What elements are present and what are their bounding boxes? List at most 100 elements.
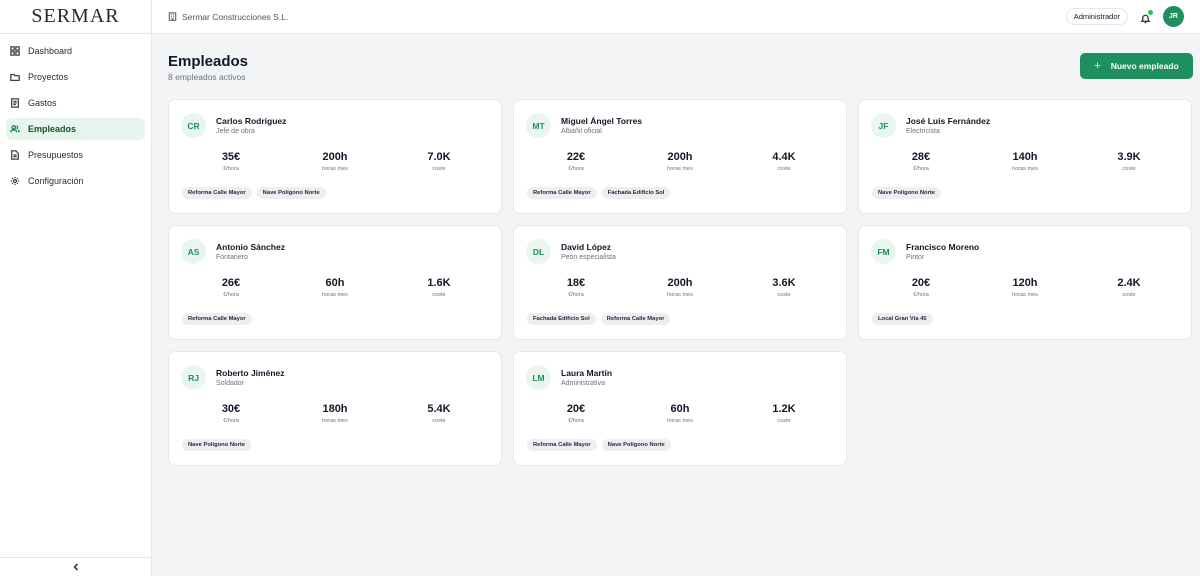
stat-value: 7.0K: [427, 151, 451, 163]
stat-value: 4.4K: [772, 151, 796, 163]
sidebar-item-configuracion[interactable]: Configuración: [6, 170, 145, 192]
stat-value: 1.2K: [772, 403, 796, 415]
employee-avatar: MT: [526, 113, 551, 138]
employee-avatar: CR: [181, 113, 206, 138]
project-tags: Local Gran Vía 45: [872, 313, 938, 325]
stat-label: coste: [1122, 166, 1136, 172]
stat-value: 200h: [667, 277, 693, 289]
sidebar-item-presupuestos[interactable]: Presupuestos: [6, 144, 145, 166]
stat-value: 35€: [221, 151, 241, 163]
employee-avatar: LM: [526, 365, 551, 390]
stat-label: €/hora: [568, 292, 584, 298]
stat-value: 30€: [221, 403, 241, 415]
stat-value: 60h: [670, 403, 690, 415]
employee-stats: 26€ €/hora 60h horas mes 1.6K coste: [179, 277, 491, 298]
employee-role: Electricista: [906, 128, 940, 135]
sidebar-item-label: Dashboard: [28, 46, 73, 56]
sidebar-item-empleados[interactable]: Empleados: [6, 118, 145, 140]
stat-label: horas mes: [667, 418, 693, 424]
stat-value: 5.4K: [427, 403, 451, 415]
project-tag[interactable]: Reforma Calle Mayor: [600, 313, 671, 325]
stat-value: 200h: [322, 151, 348, 163]
stat-label: horas mes: [322, 166, 348, 172]
sidebar-item-gastos[interactable]: Gastos: [6, 92, 145, 114]
stat-value: 140h: [1012, 151, 1038, 163]
stat-hours: 60h horas mes: [283, 277, 387, 298]
folder-icon: [10, 73, 20, 81]
stat-hours: 200h horas mes: [628, 151, 732, 172]
employee-card[interactable]: LM Laura Martín Administrativa 20€ €/hora…: [513, 351, 847, 466]
project-tags: Nave Polígono Norte: [872, 187, 946, 199]
employee-card[interactable]: AS Antonio Sánchez Fontanero 26€ €/hora 6…: [168, 225, 502, 340]
new-employee-button[interactable]: + Nuevo empleado: [1080, 53, 1193, 79]
project-tag[interactable]: Reforma Calle Mayor: [182, 313, 252, 325]
project-tag[interactable]: Nave Polígono Norte: [872, 187, 942, 199]
dashboard-icon: [10, 46, 20, 56]
company-label: Sermar Construcciones S.L.: [182, 11, 289, 22]
stat-value: 20€: [566, 403, 586, 415]
employee-avatar: AS: [181, 239, 206, 264]
sidebar-item-label: Empleados: [28, 124, 77, 134]
employee-card[interactable]: MT Miguel Ángel Torres Albañil oficial 2…: [513, 99, 847, 214]
stat-value: 20€: [911, 277, 931, 289]
employee-stats: 22€ €/hora 200h horas mes 4.4K coste: [524, 151, 836, 172]
stat-cost: 1.6K coste: [387, 277, 491, 298]
project-tag[interactable]: Fachada Edificio Sol: [601, 187, 671, 199]
employee-card[interactable]: RJ Roberto Jiménez Soldador 30€ €/hora 18…: [168, 351, 502, 466]
stat-value: 3.9K: [1117, 151, 1141, 163]
stat-label: horas mes: [1012, 166, 1038, 172]
employee-stats: 28€ €/hora 140h horas mes 3.9K coste: [869, 151, 1181, 172]
employee-avatar: RJ: [181, 365, 206, 390]
receipt-icon: [11, 98, 19, 108]
employee-name: José Luis Fernández: [906, 116, 991, 126]
stat-rate: 22€ €/hora: [524, 151, 628, 172]
stat-hours: 140h horas mes: [973, 151, 1077, 172]
project-tag[interactable]: Reforma Calle Mayor: [182, 187, 252, 199]
sidebar-collapse-button[interactable]: [0, 557, 151, 576]
stat-value: 200h: [667, 151, 693, 163]
project-tag[interactable]: Nave Polígono Norte: [182, 439, 252, 451]
sidebar: SERMAR Dashboard Proyectos Gastos Emplea…: [0, 0, 152, 576]
employee-role: Soldador: [216, 380, 245, 387]
chevron-left-icon: [72, 563, 78, 571]
project-tag[interactable]: Reforma Calle Mayor: [527, 439, 597, 451]
stat-label: horas mes: [1012, 292, 1038, 298]
sidebar-nav: Dashboard Proyectos Gastos Empleados Pre…: [0, 34, 151, 202]
stat-label: €/hora: [568, 166, 584, 172]
employee-card[interactable]: CR Carlos Rodríguez Jefe de obra 35€ €/ho…: [168, 99, 502, 214]
stat-value: 1.6K: [427, 277, 451, 289]
app-logo[interactable]: SERMAR: [0, 0, 151, 34]
project-tag[interactable]: Local Gran Vía 45: [872, 313, 933, 325]
employee-role: Fontanero: [216, 254, 248, 261]
sidebar-item-label: Presupuestos: [28, 150, 84, 160]
user-avatar[interactable]: JR: [1163, 6, 1184, 27]
sidebar-item-dashboard[interactable]: Dashboard: [6, 40, 145, 62]
employee-card[interactable]: DL David López Peón especialista 18€ €/ho…: [513, 225, 847, 340]
stat-label: €/hora: [913, 292, 929, 298]
stat-hours: 200h horas mes: [283, 151, 387, 172]
stat-cost: 3.6K coste: [732, 277, 836, 298]
stat-label: €/hora: [568, 418, 584, 424]
sidebar-item-proyectos[interactable]: Proyectos: [6, 66, 145, 88]
stat-label: coste: [432, 418, 446, 424]
project-tag[interactable]: Reforma Calle Mayor: [527, 187, 597, 199]
employee-card[interactable]: JF José Luis Fernández Electricista 28€ €…: [858, 99, 1192, 214]
project-tag[interactable]: Nave Polígono Norte: [601, 439, 671, 451]
project-tags: Reforma Calle Mayor Fachada Edificio Sol: [527, 187, 675, 199]
notifications-button[interactable]: [1140, 9, 1153, 23]
document-icon: [11, 150, 19, 160]
page-subtitle: 8 empleados activos: [168, 72, 246, 82]
employee-card[interactable]: FM Francisco Moreno Pintor 20€ €/hora 120…: [858, 225, 1192, 340]
employee-name: Laura Martín: [561, 368, 613, 378]
employee-stats: 35€ €/hora 200h horas mes 7.0K coste: [179, 151, 491, 172]
project-tag[interactable]: Nave Polígono Norte: [256, 187, 326, 199]
stat-cost: 7.0K coste: [387, 151, 491, 172]
stat-value: 22€: [566, 151, 586, 163]
employee-role: Albañil oficial: [561, 128, 602, 135]
role-badge[interactable]: Administrador: [1065, 8, 1128, 25]
project-tag[interactable]: Fachada Edificio Sol: [527, 313, 596, 325]
stat-label: horas mes: [322, 292, 348, 298]
employee-stats: 20€ €/hora 60h horas mes 1.2K coste: [524, 403, 836, 424]
stat-hours: 60h horas mes: [628, 403, 732, 424]
new-employee-label: Nuevo empleado: [1110, 61, 1179, 71]
